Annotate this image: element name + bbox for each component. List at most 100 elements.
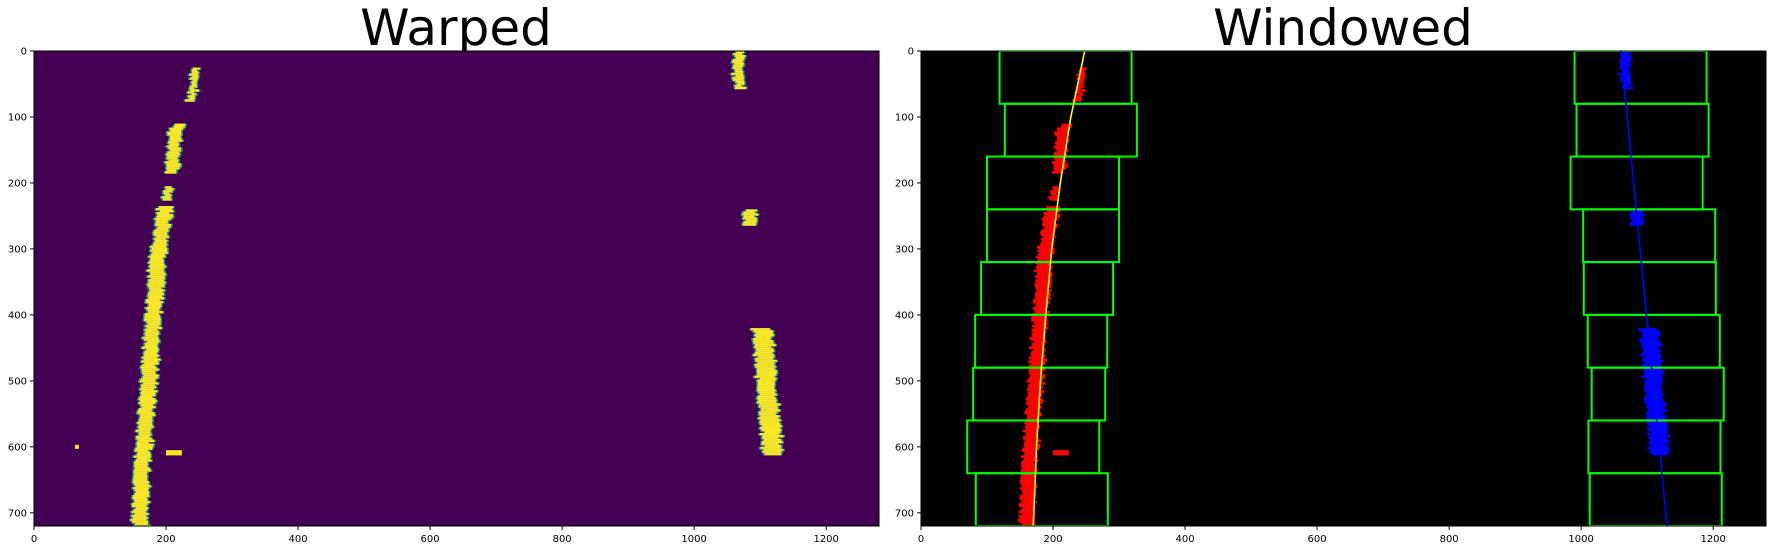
left-lane-pixel [1076,77,1085,80]
left-lane-pixel [1029,372,1043,375]
right-lane-pixel [1649,434,1671,438]
right-lane-pixel [742,213,759,216]
left-lane-pixel [160,209,174,213]
y-tick-label: 200 [8,178,27,189]
left-lane-pixel [1076,87,1081,90]
left-lane-pixel [140,378,156,381]
left-lane-pixel [1053,145,1066,148]
left-lane-pixel [146,269,164,272]
left-lane-pixel [1030,352,1044,356]
left-lane-pixel [170,129,182,133]
left-lane-pixel [1024,411,1042,415]
left-lane-pixel [156,235,169,239]
left-lane-pixel [1076,89,1086,92]
left-lane-pixel [1028,390,1045,393]
left-lane-pixel [1022,485,1038,488]
left-lane-pixel [170,149,182,152]
left-lane-pixel [1019,487,1036,490]
left-lane-pixel [132,504,147,508]
left-lane-pixel [1027,415,1040,419]
left-lane-pixel [134,467,150,470]
left-lane-pixel [1061,123,1073,127]
right-lane-pixel [735,54,746,58]
left-lane-pixel [1027,392,1043,395]
left-lane-pixel [1040,243,1055,247]
right-lane-pixel [1645,355,1662,359]
right-lane-pixel [753,341,774,345]
left-lane-pixel [151,247,168,251]
left-lane-pixel [133,477,148,480]
right-lane-pixel [760,423,781,426]
left-lane-pixel [1024,457,1037,460]
left-lane-pixel [139,388,154,391]
left-lane-pixel [1034,308,1047,312]
right-lane-pixel [756,367,775,371]
right-lane-pixel [736,51,744,54]
stray-pixel [1053,450,1069,456]
left-lane-pixel [1072,99,1082,102]
left-lane-pixel [1021,493,1036,496]
left-lane-pixel [1057,129,1069,133]
left-lane-pixel [167,155,179,158]
left-lane-pixel [149,289,165,292]
left-lane-pixel [1060,125,1072,129]
left-lane-pixel [1025,427,1039,431]
left-lane-pixel [134,483,149,486]
left-lane-pixel [1031,354,1046,358]
left-lane-pixel [189,97,195,100]
left-lane-pixel [1028,346,1045,350]
left-lane-pixel [168,159,179,162]
left-lane-pixel [142,336,159,340]
left-lane-pixel [1056,137,1069,141]
left-lane-pixel [141,405,156,409]
right-lane-pixel [757,385,775,389]
left-lane-pixel [1024,451,1037,455]
left-lane-pixel [133,469,151,472]
left-lane-pixel [1025,433,1039,437]
right-lane-pixel [764,431,781,434]
left-lane-pixel [156,227,169,231]
right-lane-pixel [734,62,744,66]
right-lane-pixel [1643,397,1663,400]
left-lane-pixel [1035,291,1050,294]
left-lane-pixel [139,407,153,411]
left-lane-pixel [138,398,156,401]
right-lane-pixel [745,219,757,222]
left-lane-pixel [174,123,186,127]
left-lane-pixel [1054,151,1067,154]
left-lane-pixel [1079,79,1085,82]
left-lane-pixel [156,211,170,215]
right-lane-pixel [760,407,778,410]
left-lane-pixel [1019,494,1037,498]
left-lane-pixel [1035,303,1049,306]
right-lane-pixel [753,353,774,357]
left-lane-pixel [136,437,152,441]
left-lane-pixel [1050,192,1057,195]
left-lane-pixel [139,399,157,403]
left-lane-pixel [166,157,178,160]
right-lane-pixel [1630,215,1642,218]
left-lane-pixel [150,257,163,261]
right-lane-pixel [757,373,777,377]
left-lane-pixel [1021,483,1036,486]
right-lane-pixel [1643,369,1664,373]
left-lane-pixel [153,241,167,245]
left-lane-pixel [152,251,168,255]
windowed-panel: Windowed 0 200 400 600 800 1000 1200 0 100 200 300… [895,0,1767,546]
left-lane-pixel [1019,496,1034,500]
left-lane-pixel [140,366,157,369]
windowed-axis-ticks: 0 200 400 600 800 1000 1200 0 100 200 300 400 500 600… [895,47,1726,546]
left-lane-pixel [1030,358,1048,362]
left-lane-pixel [187,91,194,94]
left-lane-pixel [1021,500,1037,504]
right-lane-pixel [757,401,777,404]
left-lane-pixel [134,465,148,468]
right-lane-pixel [757,371,778,375]
left-lane-pixel [192,71,199,75]
left-lane-pixel [1021,498,1035,502]
right-lane-pixel [1622,54,1633,58]
left-lane-pixel [1028,360,1046,363]
right-lane-pixel [754,375,775,379]
left-lane-pixel [150,249,168,253]
